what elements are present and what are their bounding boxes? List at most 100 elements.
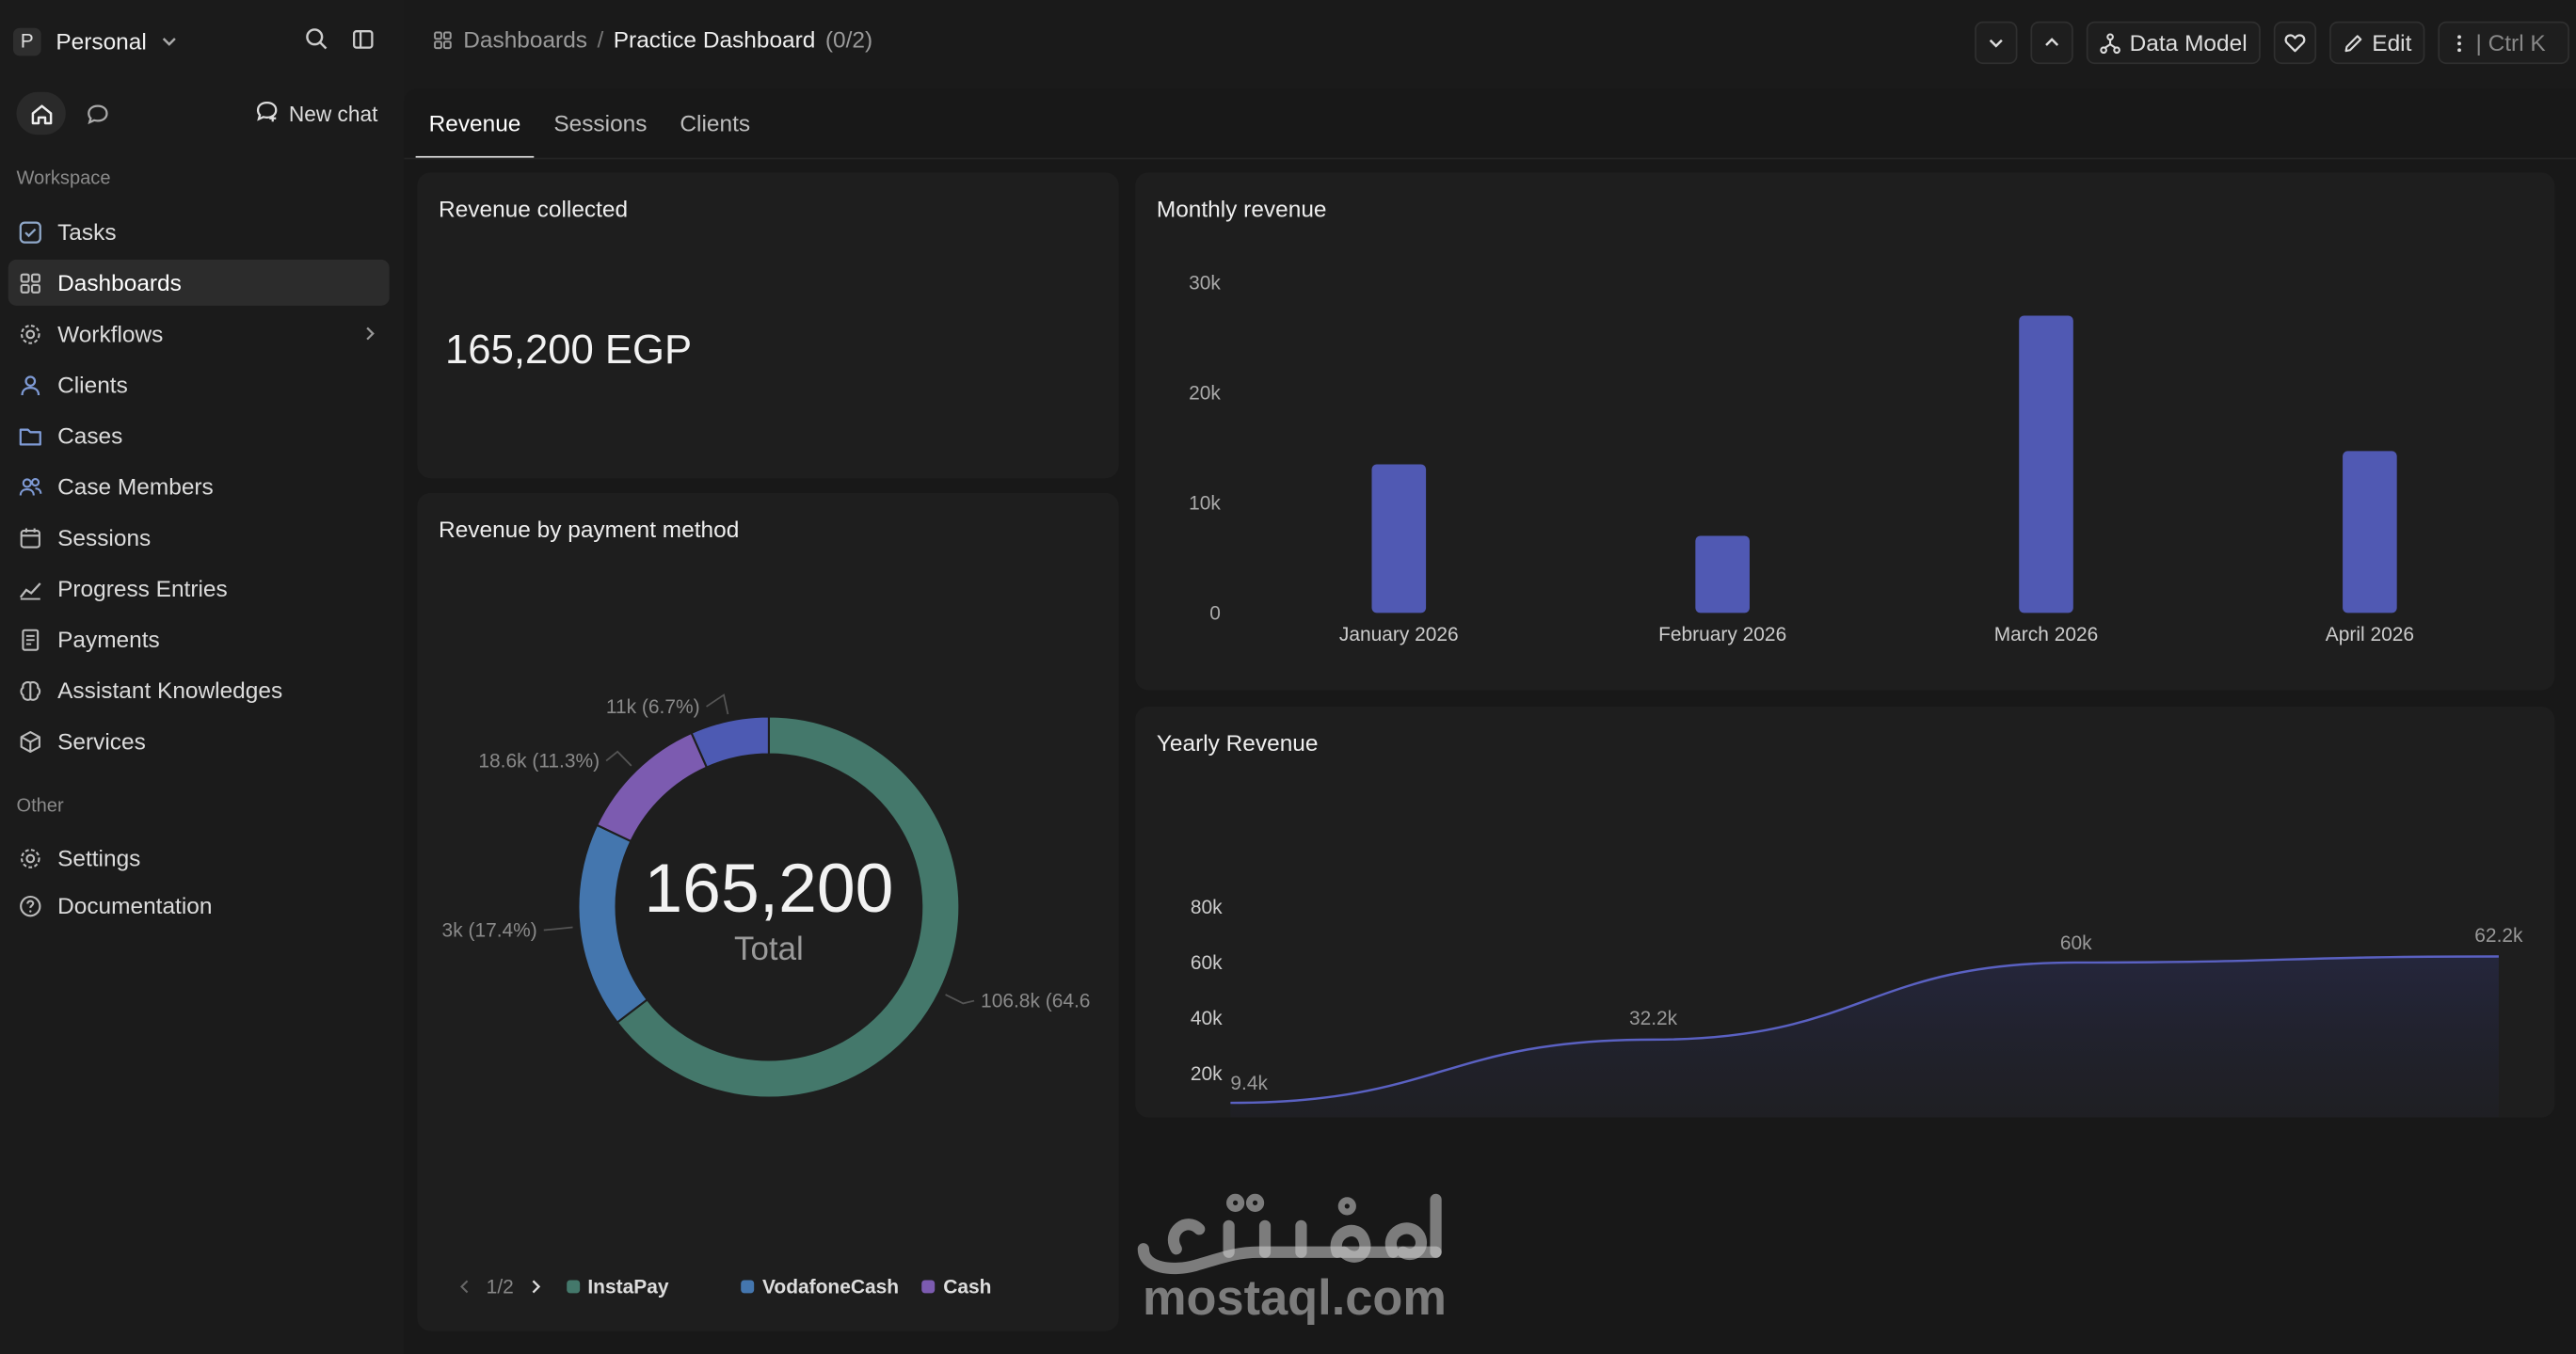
hierarchy-icon [2100,32,2121,54]
bar [2019,315,2073,613]
edit-button[interactable]: Edit [2328,21,2425,65]
sidebar-item-cases[interactable]: Cases [8,412,390,458]
sidebar-item-label: Sessions [57,524,152,551]
favorite-button[interactable] [2273,21,2316,65]
chevron-right-icon[interactable] [360,322,379,348]
pencil-icon [2343,32,2364,54]
heart-icon [2283,31,2306,54]
chevron-right-icon[interactable] [527,1279,543,1295]
y-tick-label: 40k [1191,1008,1223,1029]
tab-sessions[interactable]: Sessions [553,110,648,136]
grid-icon [432,29,454,51]
tab-revenue[interactable]: Revenue [415,88,535,158]
yearly-revenue-card: Yearly Revenue 020k40k60k80k9.4k202332.2… [1135,706,2555,1118]
donut-slice [690,715,770,769]
sidebar-item-services[interactable]: Services [8,718,390,764]
sidebar-item-label: Progress Entries [57,575,228,602]
workspace-switcher[interactable]: P Personal [12,20,391,62]
gear-icon [18,321,42,345]
sidebar-item-assistant-knowledges[interactable]: Assistant Knowledges [8,667,390,713]
page-title: Practice Dashboard [613,25,816,53]
shortcut-hint: | Ctrl K [2475,29,2546,56]
next-record-button[interactable] [1975,21,2018,65]
sidebar-item-case-members[interactable]: Case Members [8,463,390,509]
chevron-left-icon[interactable] [456,1279,472,1295]
new-chat-button[interactable]: New chat [254,92,377,135]
area-fill [1230,956,2499,1118]
folder-icon [18,423,42,448]
revenue-collected-value: 165,200 EGP [445,327,693,374]
sidebar-item-workflows[interactable]: Workflows [8,311,390,357]
bar [2343,451,2397,613]
chevron-down-icon [160,31,180,51]
legend-label: InstaPay [587,1275,669,1298]
home-icon[interactable] [16,91,66,135]
legend-pager: 1/2 [456,1275,543,1298]
calendar-icon [18,525,42,550]
monthly-revenue-card: Monthly revenue 0 10k 20k 30k January 2026 Fe… [1135,172,2555,691]
card-title: Revenue collected [439,195,629,222]
tab-divider [404,157,2576,160]
previous-record-button[interactable] [2030,21,2074,65]
help-icon [18,893,42,917]
legend-item[interactable]: VodafoneCash [741,1275,899,1298]
y-tick-label: 20k [1189,382,1221,404]
sidebar-item-label: Workflows [57,320,164,347]
sidebar-item-sessions[interactable]: Sessions [8,515,390,561]
sidebar-item-tasks[interactable]: Tasks [8,209,390,255]
sidebar-item-documentation[interactable]: Documentation [8,883,390,929]
chart-line-icon [18,576,42,600]
slice-leader-line [605,750,632,767]
legend-swatch [566,1280,580,1294]
breadcrumb-parent[interactable]: Dashboards [463,25,588,53]
donut-slice [577,823,649,1025]
sidebar-item-payments[interactable]: Payments [8,616,390,662]
legend-item[interactable]: Cash [921,1275,992,1298]
sidebar: P Personal [0,0,405,1354]
slice-label: 18.6k (11.3%) [478,751,600,773]
command-menu-button[interactable]: | Ctrl K [2438,21,2569,65]
sidebar-item-label: Tasks [57,218,117,246]
tab-clients[interactable]: Clients [680,110,751,136]
checkbox-icon [18,219,42,244]
new-chat-label: New chat [288,101,378,126]
workspace-nav: Tasks Dashboards Workflows Clients Cases [8,209,390,770]
sidebar-toggle-icon[interactable] [352,26,375,51]
x-tick-label: March 2026 [1994,624,2099,645]
more-vertical-icon [2451,32,2467,54]
sidebar-item-settings[interactable]: Settings [8,835,390,881]
donut-center-value: 165,200 [644,850,893,927]
sidebar-item-label: Assistant Knowledges [57,677,283,704]
slice-label: 3k (17.4%) [442,919,537,941]
receipt-icon [18,627,42,651]
breadcrumb-separator: / [597,25,604,53]
chevron-down-icon [1987,33,2007,53]
sidebar-item-dashboards[interactable]: Dashboards [8,259,390,306]
sidebar-item-label: Cases [57,422,123,449]
y-tick-label: 80k [1191,897,1223,918]
svg-text:mostaql.com: mostaql.com [1143,1271,1447,1326]
x-tick-label: February 2026 [1658,624,1786,645]
legend-item[interactable]: InstaPay [566,1275,669,1298]
y-tick-label: 60k [1191,952,1223,974]
card-title: Yearly Revenue [1156,729,1319,757]
sidebar-item-label: Dashboards [57,269,182,296]
donut-slice [595,731,709,843]
legend-swatch [741,1280,755,1294]
search-icon[interactable] [304,26,328,51]
area-chart: 020k40k60k80k9.4k202332.2k202460k202562.… [1191,897,2523,1118]
chart-legend: 1/2 InstaPay VodafoneCash Cash [456,1275,991,1298]
legend-label: Cash [943,1275,992,1298]
slice-label: 11k (6.7%) [606,696,700,718]
workspace-avatar: P [12,26,41,56]
chat-bubble-icon[interactable] [75,92,118,135]
legend-page: 1/2 [486,1275,514,1298]
slice-leader-line [543,926,573,932]
box-icon [18,729,42,754]
donut-center-label: Total [734,931,804,967]
dashboard-tabs: Revenue Sessions Clients [415,88,770,158]
data-model-button[interactable]: Data Model [2087,21,2261,65]
sidebar-item-clients[interactable]: Clients [8,361,390,407]
y-tick-label: 30k [1189,272,1221,294]
sidebar-item-progress-entries[interactable]: Progress Entries [8,565,390,612]
